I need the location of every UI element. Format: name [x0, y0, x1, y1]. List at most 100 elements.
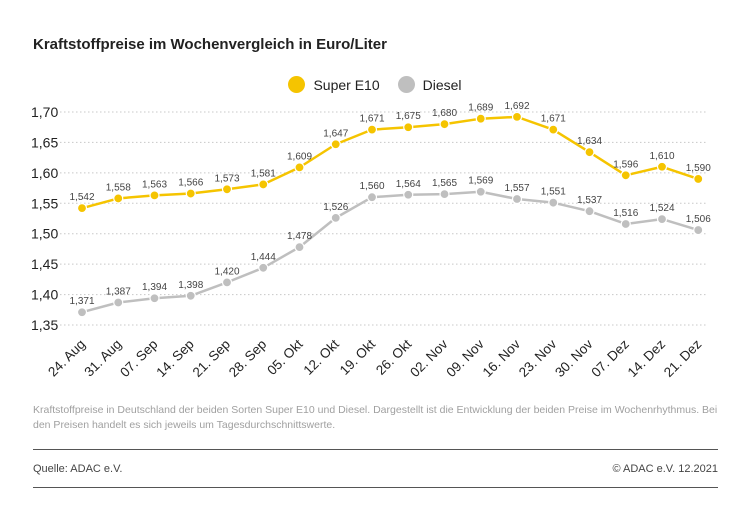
x-tick-label: 14. Sep [153, 337, 197, 381]
data-label: 1,558 [106, 182, 131, 193]
data-label: 1,387 [106, 286, 131, 297]
data-label: 1,596 [613, 159, 638, 170]
data-point-super-e10 [584, 147, 595, 158]
data-point-diesel [149, 293, 160, 304]
y-tick-label: 1,60 [31, 165, 58, 181]
data-point-diesel [620, 218, 631, 230]
data-label: 1,565 [432, 178, 457, 189]
series-line-super-e10 [81, 115, 699, 210]
x-tick-label: 12. Okt [300, 336, 342, 378]
divider-bottom [33, 487, 718, 488]
data-label: 1,444 [251, 252, 276, 263]
data-point-diesel [403, 189, 414, 200]
x-tick-label: 24. Aug [45, 337, 88, 380]
data-label: 1,526 [323, 202, 348, 213]
data-point-super-e10 [149, 190, 160, 201]
x-tick-label: 05. Okt [264, 336, 306, 378]
y-tick-label: 1,40 [31, 287, 58, 303]
data-point-super-e10 [620, 170, 631, 181]
legend-label-super-e10: Super E10 [313, 76, 380, 93]
data-label: 1,551 [541, 187, 566, 198]
data-label: 1,573 [214, 173, 239, 184]
series-line-diesel [81, 190, 699, 314]
legend-item-super-e10: Super E10 [288, 76, 380, 93]
data-point-diesel [258, 262, 269, 273]
legend: Super E10 Diesel [0, 76, 750, 93]
y-tick-label: 1,50 [31, 226, 58, 242]
data-point-super-e10 [693, 173, 704, 185]
data-label: 1,398 [178, 280, 203, 291]
data-label: 1,516 [613, 208, 638, 219]
legend-swatch-super-e10 [288, 76, 306, 93]
y-tick-label: 1,45 [31, 256, 58, 272]
x-tick-label: 19. Okt [337, 336, 379, 378]
x-tick-label: 07. Dez [588, 336, 632, 380]
data-label: 1,478 [287, 231, 312, 242]
data-label: 1,634 [577, 136, 602, 147]
data-label: 1,537 [577, 195, 602, 206]
data-label: 1,563 [142, 179, 167, 190]
data-point-super-e10 [76, 203, 88, 214]
x-tick-label: 02. Nov [407, 336, 451, 380]
data-label: 1,371 [69, 296, 94, 307]
x-tick-label: 23. Nov [516, 336, 560, 380]
data-label: 1,609 [287, 151, 312, 162]
legend-swatch-diesel [397, 76, 415, 93]
data-point-diesel [439, 189, 450, 200]
data-point-super-e10 [511, 111, 523, 122]
data-label: 1,569 [468, 176, 493, 187]
x-tick-label: 16. Nov [480, 336, 524, 380]
x-tick-label: 09. Nov [443, 336, 487, 380]
data-point-super-e10 [548, 124, 559, 135]
data-label: 1,524 [649, 203, 674, 214]
data-point-diesel [366, 192, 378, 203]
y-tick-label: 1,65 [31, 134, 58, 150]
data-point-super-e10 [330, 139, 341, 150]
data-label: 1,420 [214, 266, 239, 277]
data-point-diesel [76, 307, 88, 318]
source-note: Quelle: ADAC e.V. [33, 463, 123, 475]
data-point-diesel [221, 277, 233, 288]
x-tick-label: 28. Sep [226, 337, 270, 381]
data-point-super-e10 [221, 184, 233, 195]
x-tick-label: 31. Aug [81, 337, 124, 380]
data-point-super-e10 [366, 124, 378, 135]
legend-item-diesel: Diesel [397, 76, 462, 93]
data-point-diesel [584, 206, 595, 217]
data-label: 1,566 [178, 178, 203, 189]
data-point-super-e10 [113, 193, 124, 204]
y-tick-label: 1,70 [31, 104, 58, 120]
data-point-diesel [656, 214, 668, 225]
chart-caption: Kraftstoffpreise in Deutschland der beid… [33, 404, 718, 431]
chart-title: Kraftstoffpreise im Wochenvergleich in E… [33, 36, 387, 53]
data-point-super-e10 [185, 188, 196, 199]
data-point-diesel [330, 212, 341, 223]
copyright-note: © ADAC e.V. 12.2021 [612, 463, 718, 475]
data-label: 1,560 [359, 181, 384, 192]
data-label: 1,675 [396, 111, 421, 122]
data-point-super-e10 [258, 179, 269, 190]
data-label: 1,671 [359, 114, 384, 125]
data-label: 1,671 [541, 114, 566, 125]
data-point-super-e10 [294, 162, 305, 173]
data-point-diesel [475, 186, 486, 197]
data-point-super-e10 [403, 122, 414, 133]
data-label: 1,581 [251, 168, 276, 179]
data-point-diesel [548, 197, 559, 208]
x-tick-label: 21. Sep [190, 337, 234, 381]
y-tick-label: 1,55 [31, 195, 58, 211]
data-label: 1,506 [686, 214, 711, 225]
divider-top [33, 449, 718, 450]
data-label: 1,680 [432, 108, 457, 119]
x-tick-label: 30. Nov [552, 336, 596, 380]
y-tick-label: 1,35 [31, 317, 58, 333]
x-tick-label: 21. Dez [661, 336, 705, 380]
data-point-diesel [113, 297, 124, 308]
data-label: 1,542 [69, 192, 94, 203]
data-label: 1,647 [323, 128, 348, 139]
data-label: 1,564 [396, 179, 421, 190]
data-label: 1,689 [468, 103, 493, 114]
data-point-diesel [294, 242, 305, 253]
data-label: 1,692 [504, 101, 529, 112]
